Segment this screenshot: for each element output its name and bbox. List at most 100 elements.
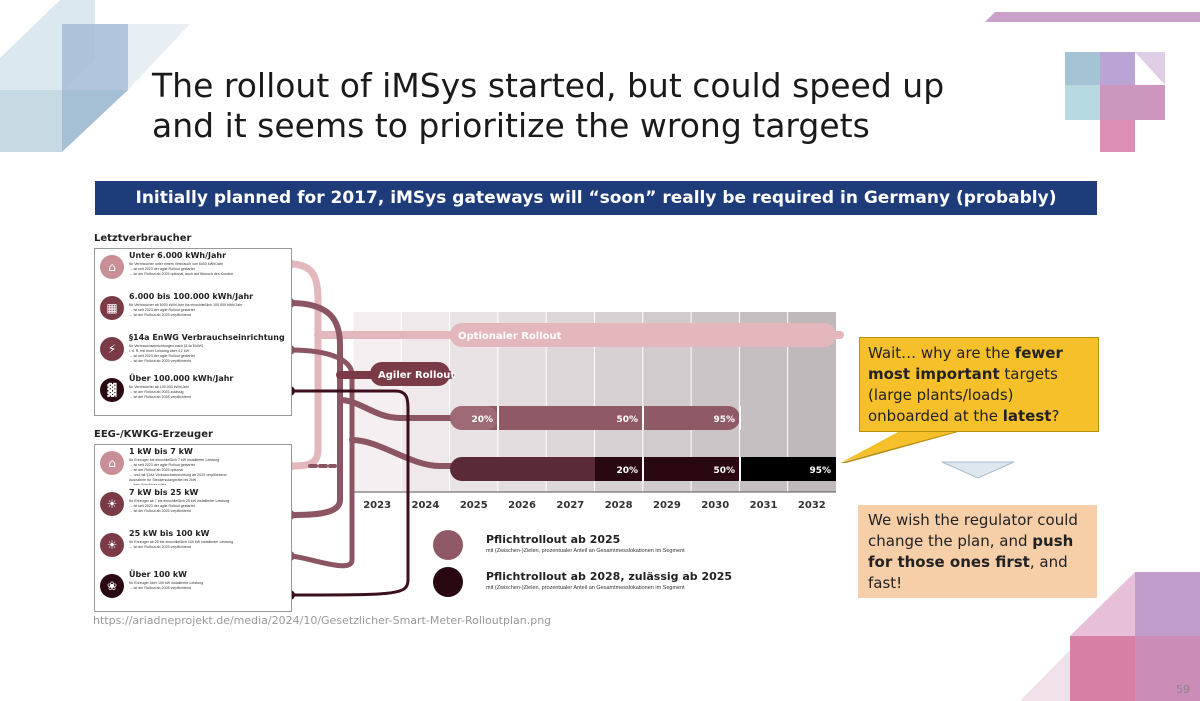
connector-line xyxy=(287,300,343,518)
source-link[interactable]: https://ariadneprojekt.de/media/2024/10/… xyxy=(93,614,552,627)
band1-value-3: 95% xyxy=(713,415,735,425)
segment-description-line: → ist der Rollout ab 2025 optional, auch… xyxy=(129,272,234,276)
segment-description-line: für Erzeuger ab 25 bis einschließlich 10… xyxy=(129,540,234,544)
year-column-2023 xyxy=(353,312,402,492)
band1-segment-2025 xyxy=(450,406,498,430)
segment-description-line: für Verbraucher ab 6000 kWh/Jahr bis ein… xyxy=(129,303,243,307)
callout-pointer xyxy=(842,431,958,462)
optional-rollout-band xyxy=(450,323,836,347)
segment-description: für Verbrauchseinrichtungen nach §14a En… xyxy=(129,344,287,371)
segment-description-line: → ist seit 2023 der agile Rollout gestar… xyxy=(129,308,195,312)
solar-house-icon: ⌂ xyxy=(100,451,124,475)
consumer-segment-2: ▦ 6.000 bis 100.000 kWh/Jahr für Verbrauch… xyxy=(95,290,291,330)
segment-description-line: → ist seit 2023 der agile Rollout gestar… xyxy=(129,267,195,271)
segment-title: Über 100.000 kWh/Jahr xyxy=(129,374,234,383)
wind-turbine-icon: ❀ xyxy=(100,574,124,598)
year-label-2029: 2029 xyxy=(653,500,681,511)
group-label-generators: EEG-/KWKG-Erzeuger xyxy=(94,429,213,440)
optional-rollout-label: Optionaler Rollout xyxy=(458,331,562,342)
connector-line xyxy=(287,347,355,569)
legend-title-2: Pflichtrollout ab 2028, zulässig ab 2025 xyxy=(486,570,733,583)
slide-title: The rollout of iMSys started, but could … xyxy=(152,66,1052,146)
segment-title: 6.000 bis 100.000 kWh/Jahr xyxy=(129,292,254,301)
segment-title: §14a EnWG Verbrauchseinrichtung xyxy=(129,333,285,342)
segment-description: für Erzeuger ab 7 bis einschließlich 25 … xyxy=(129,499,287,526)
segment-description-line: → ist seit 2023 der agile Rollout gestar… xyxy=(129,463,195,467)
segment-description-line: → ist der Rollout ab 2025 verpflichtend xyxy=(129,313,191,317)
solar-panel-icon: ☀ xyxy=(100,492,124,516)
legend-desc-2: mit (Zwischen-)Zielen, prozentualer Ante… xyxy=(486,585,685,591)
callout-text-run: ? xyxy=(1051,407,1060,425)
group-label-consumers: Letztverbraucher xyxy=(94,233,192,244)
building-icon: ▦ xyxy=(100,296,124,320)
segment-description-line: → ist der Rollout ab 2028 verpflichtend xyxy=(129,395,191,399)
segment-description-line: → ist seit 2023 der agile Rollout gestar… xyxy=(129,504,195,508)
agile-rollout-label: Agiler Rollout xyxy=(378,370,455,381)
consumer-segment-4: ▓ Über 100.000 kWh/Jahr für Verbraucher ab… xyxy=(95,372,291,412)
segment-description-line: → ist der Rollout ab 2025 optional xyxy=(129,468,184,472)
year-label-2025: 2025 xyxy=(460,500,488,511)
consumer-segment-1: ⌂ Unter 6.000 kWh/Jahr für Verbraucher unt… xyxy=(95,249,291,289)
segment-description: für Verbraucher ab 6000 kWh/Jahr bis ein… xyxy=(129,303,287,330)
question-callout: Wait… why are the fewer most important t… xyxy=(859,337,1099,432)
band1-value-2: 50% xyxy=(616,415,638,425)
segment-description: für Erzeuger bis einschließlich 7 kW ins… xyxy=(129,458,287,485)
segment-description-line: → und mit §14a Verbrauchseinrichtung ab … xyxy=(129,473,227,477)
generator-segments-box: ⌂ 1 kW bis 7 kW für Erzeuger bis einschlie… xyxy=(94,444,292,612)
segment-description-line: → ist der Rollout ab 2025 verpflichtend xyxy=(129,545,191,549)
connector-line xyxy=(286,260,322,470)
band2-value-2: 50% xyxy=(713,466,735,476)
segment-description: für Verbraucher unter einem Verbrauch vo… xyxy=(129,262,287,289)
segment-description-line: → ist der Rollout ab 2025 verpflichtend xyxy=(129,509,191,513)
segment-description-line: → ist der Rollout ab 2028 verpflichtend xyxy=(129,586,191,590)
connector-line xyxy=(349,437,458,469)
segment-title: 7 kW bis 25 kW xyxy=(129,488,199,497)
callout-text-run: Wait… why are the xyxy=(868,344,1015,362)
generator-segment-1: ⌂ 1 kW bis 7 kW für Erzeuger bis einschlie… xyxy=(95,445,291,485)
segment-title: 25 kW bis 100 kW xyxy=(129,529,210,538)
page-number: 59 xyxy=(1176,683,1190,696)
segment-description-line: → kein Anschluss nötig xyxy=(129,483,167,485)
year-label-2031: 2031 xyxy=(750,500,778,511)
title-line-1: The rollout of iMSys started, but could … xyxy=(152,66,945,105)
band2-final-part xyxy=(740,457,836,481)
consumer-segment-3: ⚡ §14a EnWG Verbrauchseinrichtung für Verb… xyxy=(95,331,291,371)
charger-icon: ⚡ xyxy=(100,337,124,361)
segment-description-line: → ist der Rollout ab 2025 zulässig xyxy=(129,390,184,394)
factory-icon: ▓ xyxy=(100,378,124,402)
band2-value-1: 20% xyxy=(616,466,638,476)
year-label-2026: 2026 xyxy=(508,500,536,511)
legend-title-1: Pflichtrollout ab 2025 xyxy=(486,533,621,546)
agile-rollout-band xyxy=(370,362,450,386)
solar-farm-icon: ☀ xyxy=(100,533,124,557)
house-icon: ⌂ xyxy=(100,255,124,279)
segment-description-line: für Verbraucher unter einem Verbrauch vo… xyxy=(129,262,224,266)
segment-title: Unter 6.000 kWh/Jahr xyxy=(129,251,227,260)
connector-line xyxy=(337,397,453,421)
legend-dot-1 xyxy=(433,530,463,560)
segment-description-line: für Verbrauchseinrichtungen nach §14a En… xyxy=(129,344,205,348)
segment-description-line: für Erzeuger ab 7 bis einschließlich 25 … xyxy=(129,499,230,503)
segment-description-line: i. d. R. mit einer Leistung über 4,2 kW xyxy=(129,349,190,353)
generator-segment-4: ❀ Über 100 kW für Erzeuger über 100 kW ins… xyxy=(95,568,291,608)
segment-description-line: für Verbraucher ab 100.000 kWh/Jahr xyxy=(129,385,189,389)
segment-description: für Verbraucher ab 100.000 kWh/Jahr → ist… xyxy=(129,385,287,412)
year-label-2032: 2032 xyxy=(798,500,826,511)
wish-callout: We wish the regulator could change the p… xyxy=(858,505,1097,598)
segment-description-line: → ist der Rollout ab 2025 verpflichtend xyxy=(129,359,191,363)
callout-text-run: push for those ones first xyxy=(868,532,1074,571)
segment-title: 1 kW bis 7 kW xyxy=(129,447,193,456)
callout-text-run: We wish the regulator could change the p… xyxy=(868,511,1078,550)
callout-text-run: latest xyxy=(1002,407,1052,425)
segment-description: für Erzeuger ab 25 bis einschließlich 10… xyxy=(129,540,287,567)
year-label-2023: 2023 xyxy=(363,500,391,511)
band2-value-3: 95% xyxy=(809,466,831,476)
segment-title: Über 100 kW xyxy=(129,570,188,579)
segment-description: für Erzeuger über 100 kW installierter L… xyxy=(129,581,287,608)
callout-text-run: , and fast! xyxy=(868,553,1068,592)
connector-line xyxy=(288,389,410,597)
legend-dot-2 xyxy=(433,567,463,597)
year-label-2028: 2028 xyxy=(605,500,633,511)
